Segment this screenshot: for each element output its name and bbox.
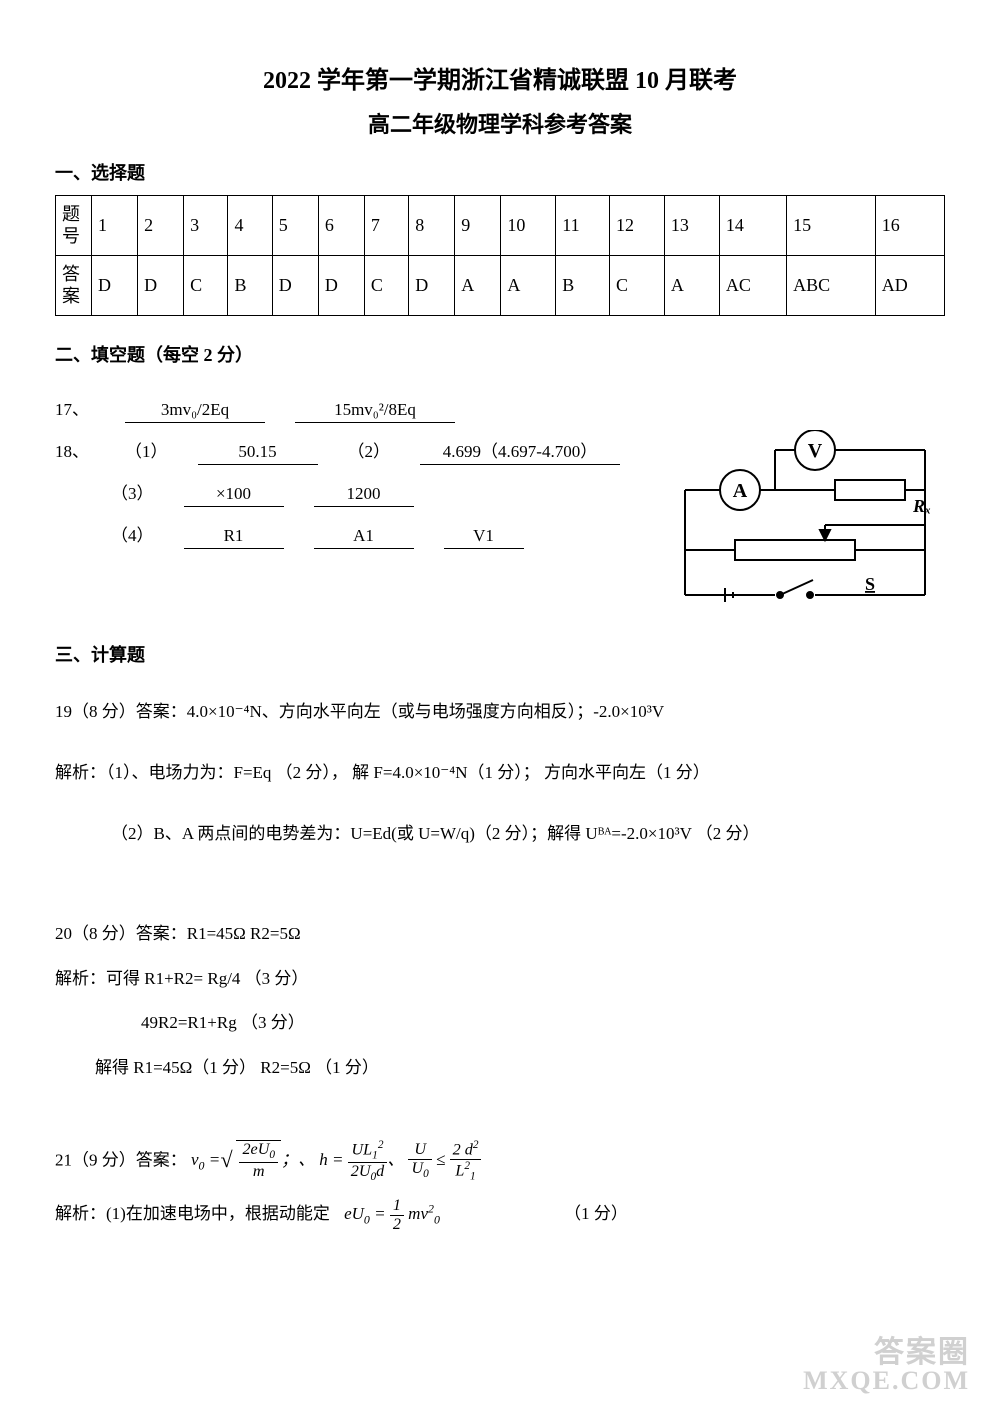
q18-p3a: ×100: [184, 484, 284, 507]
answer-cell: C: [364, 256, 408, 316]
answer-cell: D: [318, 256, 364, 316]
q17-num: 17、: [55, 395, 95, 420]
q18-p1label: （1）: [125, 437, 168, 462]
col-num: 7: [364, 196, 408, 256]
table-row: 答案 D D C B D D C D A A B C A AC ABC AD: [56, 256, 945, 316]
watermark-cn: 答案圈: [803, 1338, 970, 1368]
answer-cell: AC: [719, 256, 786, 316]
section3-header: 三、计算题: [55, 641, 945, 667]
col-num: 3: [184, 196, 228, 256]
q18-num: 18、: [55, 437, 95, 462]
q17-a2: 15mv₀²/8Eq: [295, 400, 455, 423]
q18-p4b: A1: [314, 526, 414, 549]
q18-p4label: （4）: [111, 521, 154, 546]
answer-table: 题号 1 2 3 4 5 6 7 8 9 10 11 12 13 14 15 1…: [55, 195, 945, 316]
rx-label: Rₓ: [912, 496, 931, 516]
col-num: 8: [409, 196, 455, 256]
col-num: 15: [787, 196, 876, 256]
col-num: 12: [609, 196, 664, 256]
voltmeter-label: V: [808, 440, 823, 462]
page-title-1: 2022 学年第一学期浙江省精诚联盟 10 月联考: [55, 60, 945, 95]
answer-cell: A: [501, 256, 556, 316]
answer-cell: D: [92, 256, 138, 316]
col-num: 13: [664, 196, 719, 256]
section1-header: 一、选择题: [55, 159, 945, 185]
col-num: 10: [501, 196, 556, 256]
answer-cell: A: [455, 256, 501, 316]
answer-cell: C: [609, 256, 664, 316]
col-num: 2: [138, 196, 184, 256]
q19-answer: 19（8 分）答案：4.0×10⁻⁴N、方向水平向左（或与电场强度方向相反）；-…: [55, 697, 945, 728]
page-title-2: 高二年级物理学科参考答案: [55, 107, 945, 139]
row-label: 题号: [56, 196, 92, 256]
answer-cell: B: [556, 256, 610, 316]
q18-p3b: 1200: [314, 484, 414, 507]
col-num: 6: [318, 196, 364, 256]
q19-detail2: （2）B、A 两点间的电势差为：U=Ed(或 U=W/q)（2 分）；解得 Uᴮ…: [111, 819, 945, 850]
col-num: 1: [92, 196, 138, 256]
q18-p2label: （2）: [348, 437, 391, 462]
switch-label: S: [865, 574, 875, 594]
col-num: 4: [228, 196, 272, 256]
q20-answer: 20（8 分）答案：R1=45Ω R2=5Ω: [55, 919, 945, 950]
circuit-diagram: A V Rₓ S: [665, 430, 945, 610]
q18-p3label: （3）: [111, 479, 154, 504]
answer-cell: D: [409, 256, 455, 316]
section2-header: 二、填空题（每空 2 分）: [55, 341, 945, 367]
q17-row: 17、 3mv₀/2Eq 15mv₀²/8Eq: [55, 395, 945, 423]
col-num: 16: [875, 196, 944, 256]
q18-p2: 4.699（4.697-4.700）: [420, 437, 620, 465]
answer-cell: ABC: [787, 256, 876, 316]
answer-cell: B: [228, 256, 272, 316]
answer-cell: C: [184, 256, 228, 316]
q21-formula1: v0 = 2eU0m；、 h = UL122U0d、 UU0 ≤ 2 d2L21: [191, 1150, 481, 1169]
q18-p1: 50.15: [198, 442, 318, 465]
q21-answer: 21（9 分）答案： v0 = 2eU0m；、 h = UL122U0d、 UU…: [55, 1139, 945, 1184]
ammeter-label: A: [733, 480, 748, 502]
q18-p4a: R1: [184, 526, 284, 549]
q19-detail1: 解析：（1）、电场力为：F=Eq （2 分）， 解 F=4.0×10⁻⁴N（1 …: [55, 758, 945, 789]
watermark: 答案圈 MXQE.COM: [803, 1338, 970, 1394]
answer-cell: D: [272, 256, 318, 316]
q21-detail1: 解析：(1)在加速电场中，根据动能定 eU0 = 12 mv20 （1 分）: [55, 1197, 945, 1234]
q17-a1: 3mv₀/2Eq: [125, 400, 265, 423]
answer-cell: A: [664, 256, 719, 316]
col-num: 14: [719, 196, 786, 256]
q21-prefix: 21（9 分）答案：: [55, 1150, 187, 1169]
q20-detail2: 49R2=R1+Rg （3 分）: [141, 1008, 945, 1039]
table-row: 题号 1 2 3 4 5 6 7 8 9 10 11 12 13 14 15 1…: [56, 196, 945, 256]
col-num: 5: [272, 196, 318, 256]
col-num: 11: [556, 196, 610, 256]
q20-detail3: 解得 R1=45Ω（1 分） R2=5Ω （1 分）: [95, 1053, 945, 1084]
col-num: 9: [455, 196, 501, 256]
q18-p4c: V1: [444, 526, 524, 549]
watermark-url: MXQE.COM: [803, 1368, 970, 1394]
answer-cell: D: [138, 256, 184, 316]
answer-cell: AD: [875, 256, 944, 316]
row-label: 答案: [56, 256, 92, 316]
q20-detail1: 解析：可得 R1+R2= Rg/4 （3 分）: [55, 964, 945, 995]
